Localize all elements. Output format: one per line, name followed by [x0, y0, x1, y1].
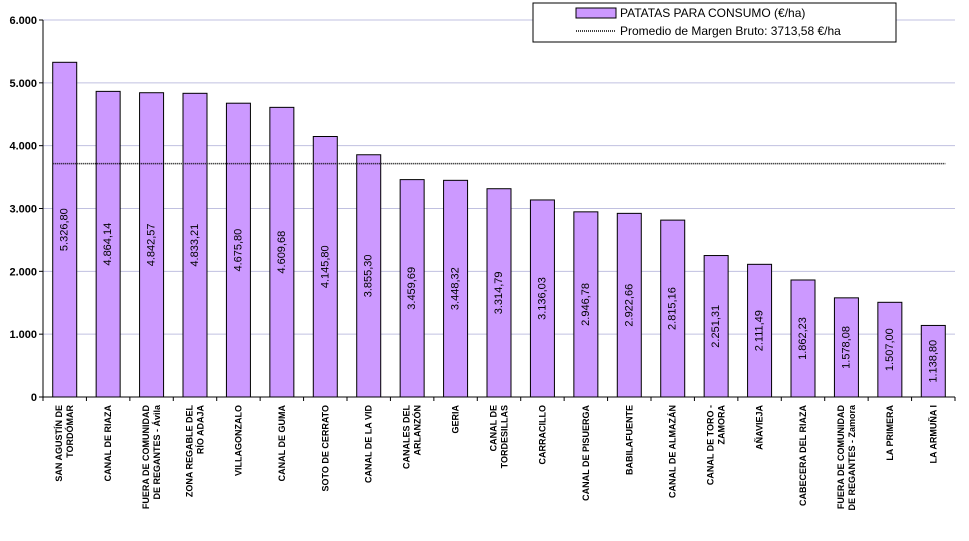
x-tick-label: VILLAGONZALO: [233, 405, 243, 476]
y-tick-label: 1.000: [9, 329, 37, 341]
y-tick-label: 0: [31, 392, 37, 404]
bar: [225, 102, 251, 398]
x-tick-label: CANAL DE PISUERGA: [581, 405, 591, 501]
x-tick-label: FUERA DE COMUNIDAD: [836, 405, 846, 510]
data-label: 2.251,31: [710, 305, 722, 348]
x-tick-label: CANAL DE TORO -: [706, 405, 716, 485]
x-tick-label: CANALES DEL: [402, 405, 412, 470]
data-label: 1.578,08: [840, 326, 852, 369]
x-tick-label: SOTO DE CERRATO: [320, 405, 330, 492]
data-label: 4.609,68: [276, 231, 288, 274]
bar: [269, 106, 295, 398]
x-tick-label: LA ARMUÑA I: [928, 405, 938, 464]
x-tick-label: CANAL DE GUMA: [277, 405, 287, 482]
y-tick-label: 2.000: [9, 266, 37, 278]
data-label: 4.675,80: [232, 229, 244, 272]
x-tick-label: CABECERA DEL RIAZA: [798, 405, 808, 507]
x-tick-label: BABILAFUENTE: [624, 405, 634, 475]
x-tick-label: LA PRIMERA: [885, 405, 895, 461]
x-tick-label: FUERA DE COMUNIDAD: [141, 405, 151, 510]
bar: [139, 92, 165, 398]
bar: [356, 154, 382, 398]
data-label: 3.136,03: [536, 277, 548, 320]
bar: [529, 199, 555, 398]
bar: [486, 188, 512, 398]
x-tick-label: TORDÓMAR: [64, 405, 75, 458]
data-label: 4.864,14: [102, 223, 114, 266]
x-tick-label: ZAMORA: [717, 405, 727, 445]
data-label: 3.448,32: [450, 267, 462, 310]
data-label: 2.922,66: [623, 284, 635, 327]
bar: [95, 90, 121, 398]
legend-label-average: Promedio de Margen Bruto: 3713,58 €/ha: [620, 24, 841, 38]
x-tick-label: CANAL DE LA VID: [364, 405, 374, 484]
bar: [182, 92, 208, 398]
data-label: 1.862,23: [797, 317, 809, 360]
y-tick-label: 6.000: [9, 15, 37, 27]
y-tick-label: 4.000: [9, 141, 37, 153]
data-label: 5.326,80: [59, 208, 71, 251]
data-label: 2.111,49: [754, 310, 766, 351]
x-tick-label: CANAL DE ALMAZÁN: [668, 405, 678, 498]
x-tick-label: CARRACILLO: [537, 405, 547, 465]
legend: PATATAS PARA CONSUMO (€/ha) Promedio de …: [532, 2, 897, 43]
bar: [312, 136, 338, 398]
data-label: 1.507,00: [884, 328, 896, 371]
legend-label-series: PATATAS PARA CONSUMO (€/ha): [620, 6, 805, 20]
x-axis: SAN AGUSTÍN DE TORDÓMAR CANAL DE RIAZA FUER…: [42, 396, 956, 511]
bar: [443, 179, 469, 398]
x-tick-label: SAN AGUSTÍN DE: [54, 405, 64, 482]
bar: [660, 219, 686, 398]
data-label: 4.145,80: [319, 245, 331, 288]
x-tick-label: GERIA: [451, 405, 461, 434]
bar-series: [52, 61, 946, 398]
data-labels: 5.326,80 4.864,14 4.842,57 4.833,21 4.675,80…: [59, 208, 940, 382]
legend-swatch-bar: [575, 7, 617, 19]
data-label: 4.842,57: [146, 223, 158, 266]
bar: [703, 255, 729, 398]
data-label: 3.314,79: [493, 271, 505, 314]
bar: [52, 61, 78, 398]
x-tick-label: DE REGANTES - Ávila: [152, 404, 162, 500]
x-tick-label: DE REGANTES - Zamora: [847, 404, 857, 511]
y-axis: 0 1.000 2.000 3.000 4.000 5.000 6.000: [9, 15, 44, 404]
bar: [920, 324, 946, 398]
x-tick-label: CANAL DE: [489, 405, 499, 451]
x-tick-label: AÑAVIEJA: [755, 405, 765, 450]
data-label: 4.833,21: [189, 224, 201, 267]
x-tick-label: RÍO ADAJA: [196, 405, 206, 455]
data-label: 2.946,78: [580, 283, 592, 326]
x-tick-label: ARLANZÓN: [412, 405, 423, 456]
bar: [399, 179, 425, 398]
x-tick-label: TORDESILLAS: [500, 405, 510, 468]
data-label: 3.459,69: [406, 267, 418, 310]
data-label: 3.855,30: [363, 254, 375, 297]
data-label: 1.138,80: [927, 340, 939, 383]
x-tick-label: CANAL DE RIAZA: [103, 405, 113, 482]
y-tick-label: 3.000: [9, 204, 37, 216]
y-tick-label: 5.000: [9, 78, 37, 90]
x-tick-label: ZONA REGABLE DEL: [185, 405, 195, 498]
data-label: 2.815,16: [667, 287, 679, 330]
